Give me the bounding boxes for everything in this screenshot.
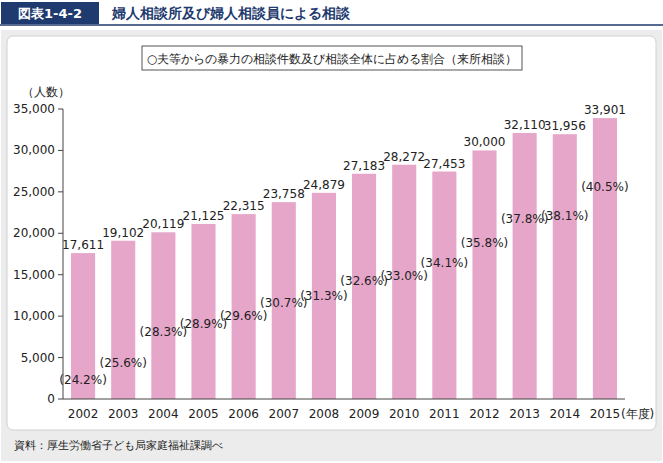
x-tick-label: 2013 — [509, 407, 540, 421]
share-label: (35.8%) — [461, 236, 508, 250]
y-tick-label: 30,000 — [13, 143, 55, 157]
data-label: 21,125 — [183, 209, 225, 223]
y-tick-label: 25,000 — [13, 185, 55, 199]
panel-bg — [1, 30, 662, 461]
subtitle-box — [142, 46, 522, 70]
x-tick-label: 2003 — [108, 407, 139, 421]
data-label: 32,110 — [504, 118, 546, 132]
figure-label: 図表1-4-2 — [18, 6, 82, 21]
y-tick — [58, 150, 63, 151]
y-tick-label: 35,000 — [13, 102, 55, 116]
subtitle: ○夫等からの暴力の相談件数及び相談全体に占める割合（来所相談） — [147, 52, 517, 66]
y-tick — [58, 274, 63, 275]
header-rule — [0, 24, 663, 26]
y-tick — [58, 233, 63, 234]
bar — [111, 241, 135, 399]
data-label: 22,315 — [223, 199, 265, 213]
figure-label-box — [1, 2, 99, 24]
data-label: 28,272 — [383, 150, 425, 164]
labels: 17,61119,10220,11921,12522,31523,75824,8… — [59, 103, 628, 387]
x-tick-label: 2005 — [188, 407, 219, 421]
x-tick-label: 2004 — [148, 407, 179, 421]
x-axis-label: (年度) — [621, 407, 654, 421]
share-label: (25.6%) — [99, 356, 146, 370]
y-tick — [58, 357, 63, 358]
source: 資料：厚生労働省子ども局家庭福祉課調べ — [14, 439, 223, 452]
y-tick — [58, 399, 63, 400]
data-label: 30,000 — [464, 135, 506, 149]
share-label: (33.0%) — [380, 269, 427, 283]
bar — [593, 118, 617, 399]
x-tick-label: 2015 — [590, 407, 621, 421]
x-tick-label: 2009 — [349, 407, 380, 421]
bar — [151, 232, 175, 399]
y-tick-label: 20,000 — [13, 226, 55, 240]
background — [0, 0, 663, 463]
share-label: (38.1%) — [541, 209, 588, 223]
share-label: (29.6%) — [220, 309, 267, 323]
bar — [553, 134, 577, 399]
y-tick-label: 0 — [47, 392, 55, 406]
x-tick-label: 2006 — [228, 407, 259, 421]
share-label: (31.3%) — [300, 289, 347, 303]
bar — [232, 214, 256, 399]
data-label: 17,611 — [62, 238, 104, 252]
bar — [191, 224, 215, 399]
y-tick — [58, 191, 63, 192]
chart: 図表1-4-2 婦人相談所及び婦人相談員による相談 ○夫等からの暴力の相談件数及び相… — [0, 0, 663, 463]
x-tick-label: 2007 — [269, 407, 300, 421]
y-tick — [58, 109, 63, 110]
y-axis-label: （人数） — [22, 85, 70, 99]
data-label: 23,758 — [263, 187, 305, 201]
title: 婦人相談所及び婦人相談員による相談 — [111, 5, 351, 21]
x-tick-label: 2012 — [469, 407, 500, 421]
data-label: 20,119 — [142, 217, 184, 231]
y-tick — [58, 316, 63, 317]
x-tick-label: 2011 — [429, 407, 460, 421]
data-label: 31,956 — [544, 119, 586, 133]
bar — [472, 150, 496, 399]
y-axis — [63, 109, 64, 399]
x-tick-label: 2008 — [309, 407, 340, 421]
share-label: (40.5%) — [581, 180, 628, 194]
x-axis — [63, 399, 625, 400]
y-tick-label: 15,000 — [13, 268, 55, 282]
y-tick-label: 10,000 — [13, 309, 55, 323]
y-tick-label: 5,000 — [21, 351, 55, 365]
x-tick-label: 2002 — [68, 407, 99, 421]
bar — [513, 133, 537, 399]
share-label: (24.2%) — [59, 373, 106, 387]
bar — [432, 172, 456, 399]
share-label: (34.1%) — [421, 256, 468, 270]
data-label: 33,901 — [584, 103, 626, 117]
data-label: 27,453 — [423, 157, 465, 171]
data-label: 24,879 — [303, 178, 345, 192]
x-tick-label: 2014 — [550, 407, 581, 421]
data-label: 27,183 — [343, 159, 385, 173]
data-label: 19,102 — [102, 226, 144, 240]
marks — [71, 118, 617, 399]
x-tick-label: 2010 — [389, 407, 420, 421]
panel — [7, 36, 656, 430]
